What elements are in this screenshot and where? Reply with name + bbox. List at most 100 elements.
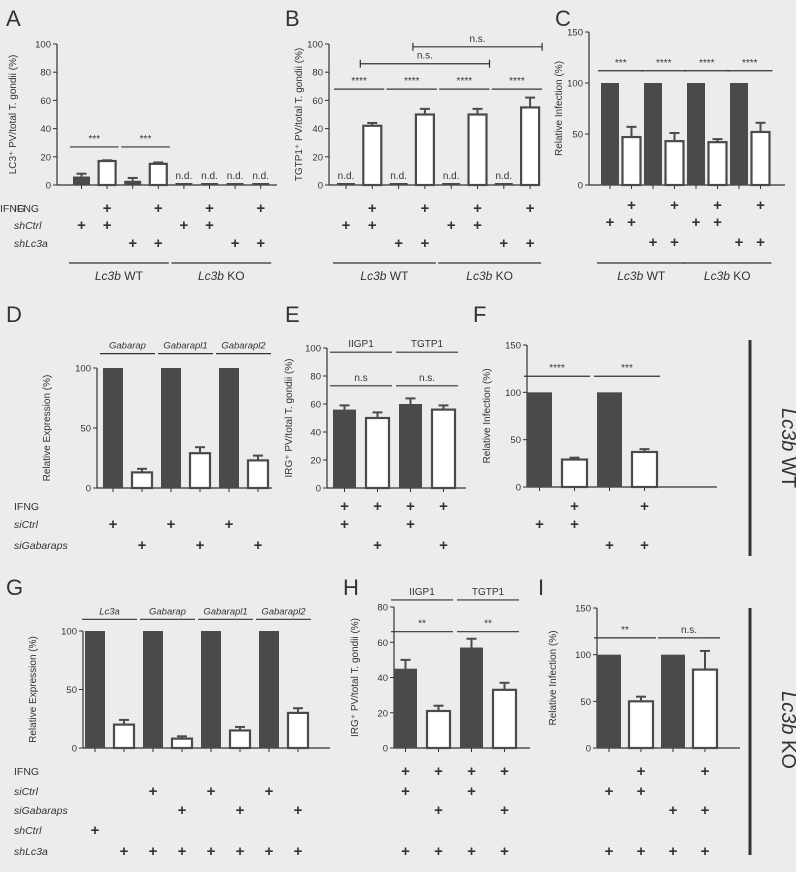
plus-mark: + (756, 197, 765, 214)
y-tick-label: 50 (66, 685, 77, 696)
sig-label: *** (88, 134, 100, 145)
plus-mark: + (627, 214, 636, 231)
plus-mark: + (640, 498, 649, 515)
plus-mark: + (149, 843, 158, 860)
plus-mark: + (713, 214, 722, 231)
condition-label: shCtrl (14, 220, 42, 232)
sig-label: *** (621, 363, 633, 374)
bar (188, 452, 212, 490)
nd-label: n.d. (338, 171, 355, 182)
sig-label: Lc3a (99, 606, 120, 617)
bar (143, 631, 163, 748)
side-label-ko-text: Lc3b KO (777, 691, 796, 769)
bar (597, 654, 621, 748)
sig-label: **** (656, 58, 672, 69)
sig-label: n.s. (469, 34, 485, 45)
bar (362, 124, 383, 187)
plus-mark: + (606, 214, 615, 231)
plus-mark: + (138, 537, 147, 554)
plus-mark: + (154, 235, 163, 252)
nd-label: n.d. (201, 171, 218, 182)
bar (750, 130, 771, 187)
plus-mark: + (735, 234, 744, 251)
y-tick-label: 80 (40, 68, 51, 79)
plus-mark: + (526, 200, 535, 217)
bar-nd (337, 183, 355, 185)
plus-mark: + (373, 498, 382, 515)
bar-nd (175, 183, 193, 185)
plus-mark: + (605, 537, 614, 554)
plus-mark: + (570, 498, 579, 515)
plus-mark: + (178, 802, 187, 819)
plus-mark: + (434, 843, 443, 860)
plus-mark: + (713, 197, 722, 214)
condition-label: shCtrl (14, 825, 42, 837)
bar (597, 392, 622, 487)
bar-nd (252, 183, 270, 185)
plus-mark: + (120, 843, 129, 860)
plus-mark: + (570, 516, 579, 533)
sig-label: **** (404, 76, 420, 87)
bar (707, 141, 728, 187)
plus-mark: + (225, 516, 234, 533)
bar-nd (201, 183, 218, 185)
panel-e: E IRG⁺ PV/total T. gondii (%) 0 20 40 60 80 100… (284, 302, 466, 554)
y-tick-label: 0 (318, 181, 323, 192)
sig-label: **** (742, 58, 758, 69)
y-tick-label: 100 (35, 40, 51, 51)
plus-mark: + (701, 843, 710, 860)
y-axis-label: Relative Infection (%) (548, 630, 559, 725)
bar (259, 631, 279, 748)
sig-label: ** (621, 625, 629, 636)
plus-mark: + (205, 200, 214, 217)
plus-mark: + (473, 217, 482, 234)
plus-mark: + (649, 234, 658, 251)
bar (130, 471, 154, 490)
bar (112, 723, 136, 750)
plus-mark: + (178, 843, 187, 860)
y-axis-label: TGTP1⁺ PV/total T. gondii (%) (294, 48, 305, 181)
bar (664, 140, 685, 187)
plus-mark: + (368, 217, 377, 234)
y-tick-label: 0 (72, 744, 77, 755)
group-label: Lc3b KO (466, 269, 513, 283)
plus-mark: + (340, 516, 349, 533)
plus-mark: + (265, 843, 274, 860)
nd-label: n.d. (443, 171, 460, 182)
panel-i: I Relative Infection (%) 0 50 100 150 ** n.s. + +… (538, 575, 740, 860)
sig-label: **** (699, 58, 715, 69)
condition-label: siCtrl (14, 786, 39, 798)
plus-mark: + (406, 516, 415, 533)
plus-mark: + (294, 843, 303, 860)
plus-mark: + (640, 537, 649, 554)
plus-mark: + (236, 802, 245, 819)
panel-letter: B (285, 6, 300, 31)
panel-letter: G (6, 575, 23, 600)
sig-label: IIGP1 (409, 587, 435, 598)
bar (124, 180, 142, 185)
sig-label: Gabarapl2 (221, 341, 266, 352)
plus-mark: + (149, 783, 158, 800)
y-tick-label: 40 (40, 124, 51, 135)
plus-mark: + (499, 235, 508, 252)
sig-label: **** (509, 76, 525, 87)
y-tick-label: 50 (580, 697, 591, 708)
y-tick-label: 50 (572, 130, 583, 141)
y-tick-label: 20 (40, 152, 51, 163)
plus-mark: + (434, 802, 443, 819)
y-tick-label: 50 (80, 424, 91, 435)
plus-mark: + (128, 235, 137, 252)
bar (467, 113, 488, 187)
bar (364, 416, 391, 490)
sig-label: n.s. (681, 625, 697, 636)
bar (527, 392, 552, 487)
y-tick-label: 20 (310, 456, 321, 467)
y-tick-label: 20 (312, 152, 323, 163)
plus-mark: + (401, 783, 410, 800)
plus-mark: + (500, 802, 509, 819)
bar (85, 631, 105, 748)
plus-mark: + (605, 843, 614, 860)
condition-label: shLc3a (14, 846, 48, 858)
y-axis-label: LC3⁺ PV/total T. gondii (%) (8, 55, 19, 175)
